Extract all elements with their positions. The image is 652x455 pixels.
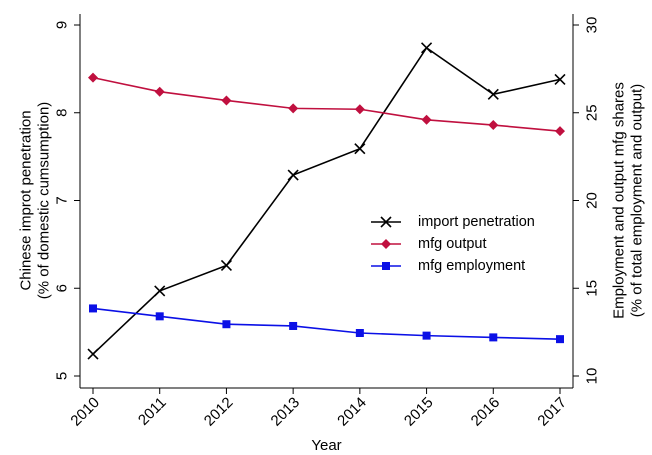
legend-entry-mfg-employment: mfg employment xyxy=(371,258,525,274)
x-tick-label: 2014 xyxy=(334,394,370,430)
data-point-mfg-output xyxy=(88,72,98,83)
data-point-mfg-output xyxy=(354,104,365,115)
y-left-tick-label: 8 xyxy=(54,109,71,117)
x-tick-label: 2010 xyxy=(67,394,103,430)
data-point-mfg-employment xyxy=(355,329,364,338)
x-tick-label: 2016 xyxy=(468,394,504,430)
axes: 5 6 7 8 9 10 15 20 25 30 2010 2011 2012 2013 2014 2015 2… xyxy=(18,14,646,454)
data-point-mfg-employment xyxy=(289,321,298,330)
series-line-mfg-output xyxy=(92,76,561,132)
data-point-import-penetration xyxy=(287,169,299,181)
y-left-tick-label: 9 xyxy=(54,21,71,29)
legend-marker xyxy=(382,262,390,270)
series-mfg-employment xyxy=(89,304,564,344)
y-left-tick-label: 6 xyxy=(54,284,71,292)
data-point-import-penetration xyxy=(421,42,433,54)
data-point-import-penetration xyxy=(354,143,366,155)
y-right-tick-label: 25 xyxy=(584,104,601,121)
legend-label: mfg output xyxy=(418,236,487,252)
y-right-tick-label: 30 xyxy=(584,17,601,34)
series-line-mfg-employment xyxy=(92,307,561,340)
x-tick-label: 2012 xyxy=(201,394,237,430)
series-import-penetration xyxy=(87,42,566,360)
data-point-mfg-employment xyxy=(155,312,164,321)
series-mfg-output xyxy=(88,72,565,137)
y-right-tick-label: 10 xyxy=(584,368,601,385)
y-right-tick-label: 15 xyxy=(584,280,601,297)
data-point-import-penetration xyxy=(220,259,232,272)
x-axis-title: Year xyxy=(311,437,341,454)
y-left-tick-label: 7 xyxy=(54,196,71,204)
data-point-mfg-output xyxy=(555,126,565,137)
y-left-axis-title: Chinese improt penetration xyxy=(18,110,35,290)
y-left-tick-label: 5 xyxy=(54,372,71,380)
data-point-import-penetration xyxy=(154,285,166,297)
x-tick-label: 2017 xyxy=(534,394,570,430)
data-point-mfg-employment xyxy=(222,320,231,329)
data-point-mfg-employment xyxy=(489,333,498,342)
legend: import penetration mfg output mfg employme… xyxy=(371,214,535,274)
data-point-mfg-output xyxy=(488,120,499,131)
legend-marker xyxy=(380,216,392,228)
data-point-mfg-output xyxy=(288,103,299,114)
x-tick-label: 2011 xyxy=(135,394,170,429)
data-point-import-penetration xyxy=(87,348,99,360)
series-layer xyxy=(87,42,566,360)
legend-entry-mfg-output: mfg output xyxy=(371,236,487,252)
y-right-tick-label: 20 xyxy=(584,192,601,209)
series-line-import-penetration xyxy=(92,46,561,355)
data-point-mfg-employment xyxy=(556,335,564,344)
x-tick-label: 2015 xyxy=(401,394,437,430)
data-point-mfg-output xyxy=(154,86,165,97)
x-tick-label: 2013 xyxy=(268,394,304,430)
data-point-mfg-employment xyxy=(422,331,431,340)
y-right-axis-title: Employment and output mfg shares xyxy=(611,82,628,319)
legend-marker xyxy=(381,239,391,249)
legend-entry-import-penetration: import penetration xyxy=(371,214,535,230)
y-left-axis-title: (% of domestic cumsumption) xyxy=(36,102,53,300)
data-point-mfg-output xyxy=(221,95,232,106)
data-point-import-penetration xyxy=(554,73,566,85)
y-right-axis-title: (% of total employment and output) xyxy=(629,84,646,317)
data-point-mfg-output xyxy=(421,114,432,125)
legend-label: mfg employment xyxy=(418,258,525,274)
legend-label: import penetration xyxy=(418,214,535,230)
data-point-import-penetration xyxy=(487,88,499,100)
data-point-mfg-employment xyxy=(89,304,97,313)
